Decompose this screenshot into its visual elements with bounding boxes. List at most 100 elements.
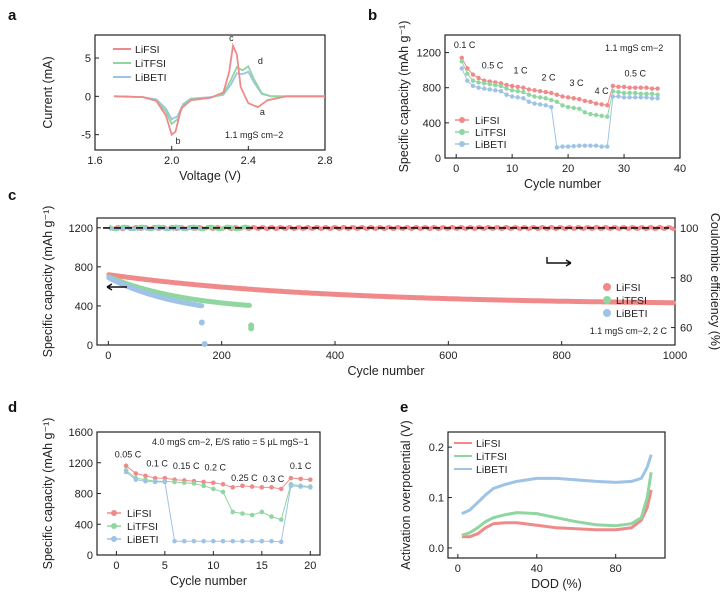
panel-b-point-LiFSI (655, 86, 660, 91)
panel-b-point-LiTFSI (487, 82, 492, 87)
panel-d-point-LiBETI (240, 538, 245, 544)
panel-d-point-LiTFSI (181, 480, 187, 486)
panel-e-series-LiFSI (461, 489, 653, 539)
panel-b-point-LiBETI (537, 102, 543, 107)
panel-b-point-LiBETI (476, 85, 481, 90)
panel-b-point-LiTFSI (560, 103, 565, 108)
panel-d-point-LiTFSI (278, 517, 284, 522)
panel-b-point-LiTFSI (582, 110, 588, 115)
panel-b-point-LiTFSI (526, 92, 532, 97)
panel-c-arrow-right (546, 257, 572, 267)
panel-d-point-LiFSI (269, 485, 274, 490)
panel-d-point-LiFSI (220, 481, 226, 487)
panel-b-ytick-label: 400 (423, 118, 441, 130)
panel-b-point-LiTFSI (649, 91, 655, 97)
panel-a-peak-label: d (258, 56, 263, 66)
panel-a-legend-label: LiBETI (135, 72, 167, 84)
panel-b-point-LiFSI (543, 89, 548, 95)
panel-d-point-LiTFSI (259, 509, 265, 515)
panel-a-xtick-label: 2.4 (241, 155, 256, 167)
panel-d-point-LiFSI (278, 486, 284, 492)
panel-c-ytick-label: 1200 (69, 223, 93, 235)
panel-b-point-LiBETI (509, 94, 515, 99)
panel-b-point-LiTFSI (610, 89, 616, 94)
panel-b-point-LiTFSI (481, 81, 487, 86)
panel-d-point-LiBETI (288, 483, 294, 489)
panel-b-point-LiTFSI (588, 111, 593, 117)
panel-b-point-LiFSI (537, 89, 543, 94)
panel-b-point-LiTFSI (459, 59, 464, 64)
panel-d-point-LiFSI (211, 480, 216, 486)
panel-d-ytick-label: 1200 (69, 458, 93, 470)
panel-b-legend-label: LiTFSI (475, 127, 506, 139)
panel-c-xlabel: Cycle number (347, 364, 424, 378)
panel-e-xtick-label: 0 (455, 563, 461, 575)
panel-b-xtick-label: 10 (506, 163, 518, 175)
panel-d-annotation: 4.0 mgS cm−2, E/S ratio = 5 µL mgS−1 (152, 437, 309, 447)
panel-a-ylabel: Current (mA) (41, 56, 55, 128)
panel-c-legend-marker (603, 296, 611, 304)
panel-b-ylabel: Specific capacity (mAh g⁻¹) (397, 21, 411, 173)
panel-c-legend-label: LiTFSI (616, 295, 647, 307)
panel-b-point-LiFSI (465, 66, 470, 71)
panel-b-point-LiFSI (571, 96, 576, 101)
panel-b-point-LiBETI (470, 83, 476, 89)
panel-b-point-LiBETI (521, 96, 526, 101)
panel-b-point-LiTFSI (515, 89, 520, 94)
panel-d-point-LiBETI (201, 538, 206, 544)
panel-a-series-LiTFSI (114, 65, 325, 126)
panel-b-rate-label: 1 C (514, 66, 529, 76)
panel-b-point-LiBETI (465, 78, 470, 83)
panel-b-point-LiFSI (649, 86, 655, 91)
panel-d-point-LiFSI (240, 483, 245, 489)
panel-e-xtick-label: 40 (531, 563, 543, 575)
panel-b-ytick-label: 1200 (417, 48, 441, 60)
panel-d-point-LiBETI (191, 538, 197, 544)
panel-c-arrow-left (106, 283, 127, 291)
panel-d-point-LiBETI (308, 485, 313, 490)
panel-d-ylabel: Specific capacity (mAh g⁻¹) (41, 418, 55, 570)
panel-a-ytick-label: -5 (81, 130, 91, 142)
panel-c-legend-label: LiBETI (616, 308, 648, 320)
panel-label-b: b (368, 7, 377, 24)
panel-b-point-LiFSI (605, 103, 610, 108)
panel-e-legend-label: LiBETI (476, 464, 508, 476)
panel-d-point-LiFSI (123, 463, 129, 469)
panel-c-frame (96, 217, 676, 346)
panel-b-point-LiTFSI (543, 96, 548, 101)
panel-d-ytick-label: 800 (75, 489, 93, 501)
panel-e-legend-label: LiFSI (476, 438, 501, 450)
panel-d-xtick-label: 20 (304, 560, 316, 572)
panel-b-legend-marker (459, 141, 465, 147)
panel-d-legend-label: LiBETI (127, 534, 159, 546)
panel-d-legend-label: LiFSI (127, 508, 152, 520)
panel-c-ytick-right-label: 80 (680, 273, 692, 285)
panel-a-peak-label: c (229, 33, 234, 43)
panel-d-point-LiFSI (230, 485, 236, 490)
panel-e-ylabel: Activation overpotential (V) (399, 420, 413, 569)
panel-b-point-LiFSI (560, 94, 565, 99)
panel-c-xtick-label: 600 (439, 350, 457, 362)
panel-b-point-LiTFSI (577, 106, 582, 112)
panel-e-ytick-label: 0.2 (429, 442, 444, 454)
panel-b-point-LiFSI (565, 95, 571, 100)
panel-b-point-LiFSI (599, 102, 604, 107)
panel-b-xlabel: Cycle number (524, 177, 601, 191)
panel-d-point-LiBETI (133, 477, 139, 482)
panel-a-ytick-label: 5 (85, 53, 91, 65)
panel-d-legend-marker (111, 510, 117, 516)
panel-d-chart: 0 5 10 15 20 0 400 800 1200 1600 Cycle number Speci… (41, 418, 321, 588)
panel-b-point-LiFSI (470, 72, 476, 77)
panel-b-point-LiTFSI (532, 94, 537, 99)
panel-d-point-LiTFSI (230, 509, 236, 515)
panel-a-peak-label: b (176, 136, 181, 146)
panel-b-xtick-label: 40 (674, 163, 686, 175)
panel-a-peak-label: a (260, 107, 265, 117)
panel-d-ytick-label: 1600 (69, 427, 93, 439)
panel-d-point-LiBETI (259, 538, 265, 544)
panel-b-point-LiTFSI (593, 112, 599, 118)
panel-b-point-LiFSI (577, 96, 582, 102)
panel-c-annotation: 1.1 mgS cm−2, 2 C (590, 326, 668, 336)
